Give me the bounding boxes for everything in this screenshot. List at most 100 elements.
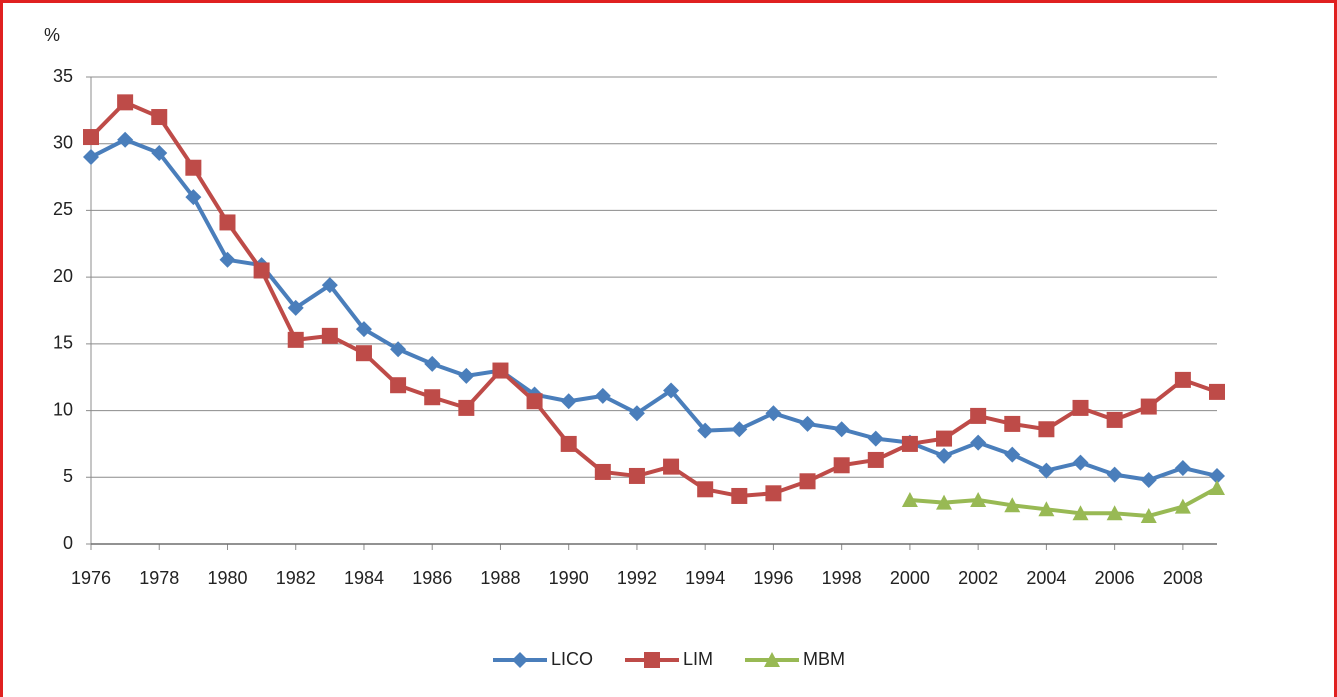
x-tick-label: 1976 [71, 568, 111, 588]
point [321, 327, 338, 344]
x-tick-label: 1980 [207, 568, 247, 588]
series-line [89, 100, 1218, 498]
point [867, 451, 884, 468]
point [83, 129, 99, 146]
series-line [909, 486, 1218, 518]
point [1209, 467, 1225, 484]
y-tick-label: 35 [53, 66, 73, 86]
point [253, 262, 270, 279]
point [1174, 459, 1191, 476]
point [185, 159, 202, 176]
x-tick-label: 1990 [549, 568, 589, 588]
point [594, 387, 611, 404]
point [936, 430, 953, 447]
point [117, 131, 134, 148]
x-tick-label: 1986 [412, 568, 452, 588]
x-tick-label: 2006 [1095, 568, 1135, 588]
point [594, 463, 611, 480]
point [901, 435, 918, 452]
y-tick-label: 0 [63, 533, 73, 553]
point [697, 422, 714, 439]
point [1106, 505, 1123, 521]
point [970, 434, 987, 451]
point [970, 407, 987, 424]
x-tick-label: 1988 [480, 568, 520, 588]
x-tick-label: 1992 [617, 568, 657, 588]
point [1072, 505, 1089, 521]
point [1004, 415, 1021, 432]
point [765, 405, 782, 422]
y-tick-label: 10 [53, 399, 73, 419]
point [799, 415, 816, 432]
x-tick-label: 1996 [753, 568, 793, 588]
point [1106, 411, 1123, 428]
point [390, 341, 407, 358]
x-tick-label: 2004 [1026, 568, 1066, 588]
point [1038, 501, 1055, 517]
point [1209, 383, 1225, 400]
point [1072, 454, 1089, 471]
legend-marker [512, 652, 528, 668]
point [1209, 479, 1225, 495]
point [1174, 498, 1191, 514]
point [765, 485, 782, 502]
point [219, 251, 236, 268]
point [628, 405, 645, 422]
point [731, 421, 748, 438]
x-tick-label: 1984 [344, 568, 384, 588]
point [83, 149, 99, 166]
point [663, 382, 680, 399]
point [970, 491, 987, 507]
x-tick-label: 2002 [958, 568, 998, 588]
x-tick-label: 1978 [139, 568, 179, 588]
point [1174, 371, 1191, 388]
y-tick-label: 30 [53, 132, 73, 152]
y-tick-label: 15 [53, 333, 73, 353]
point [151, 109, 168, 126]
point [663, 458, 680, 475]
x-tick-label: 2000 [890, 568, 930, 588]
point [867, 430, 884, 447]
point [936, 447, 953, 464]
point [287, 299, 304, 316]
point [117, 94, 134, 111]
point [697, 481, 714, 498]
point [424, 355, 441, 372]
legend-marker [644, 652, 660, 668]
point [731, 487, 748, 504]
point [1140, 507, 1157, 523]
point [1140, 471, 1157, 488]
point [1038, 421, 1055, 438]
x-tick-label: 1998 [822, 568, 862, 588]
point [936, 494, 953, 510]
legend-label: LICO [551, 649, 593, 669]
point [799, 473, 816, 490]
point [390, 377, 407, 394]
y-axis-label: % [44, 25, 60, 45]
y-tick-label: 25 [53, 199, 73, 219]
legend-marker [764, 652, 780, 667]
point [458, 399, 475, 416]
point [560, 393, 577, 410]
point [833, 457, 850, 474]
legend-label: LIM [683, 649, 713, 669]
point [355, 345, 372, 362]
point [901, 491, 918, 507]
point [151, 145, 168, 162]
point [458, 367, 475, 384]
x-tick-label: 1982 [276, 568, 316, 588]
point [321, 277, 338, 294]
point [355, 321, 372, 338]
point [1072, 399, 1089, 416]
point [560, 435, 577, 452]
point [526, 393, 543, 410]
x-tick-label: 1994 [685, 568, 725, 588]
point [1004, 497, 1021, 513]
point [185, 189, 202, 206]
point [1106, 466, 1123, 483]
point [287, 331, 304, 348]
point [219, 214, 236, 231]
point [1140, 398, 1157, 415]
